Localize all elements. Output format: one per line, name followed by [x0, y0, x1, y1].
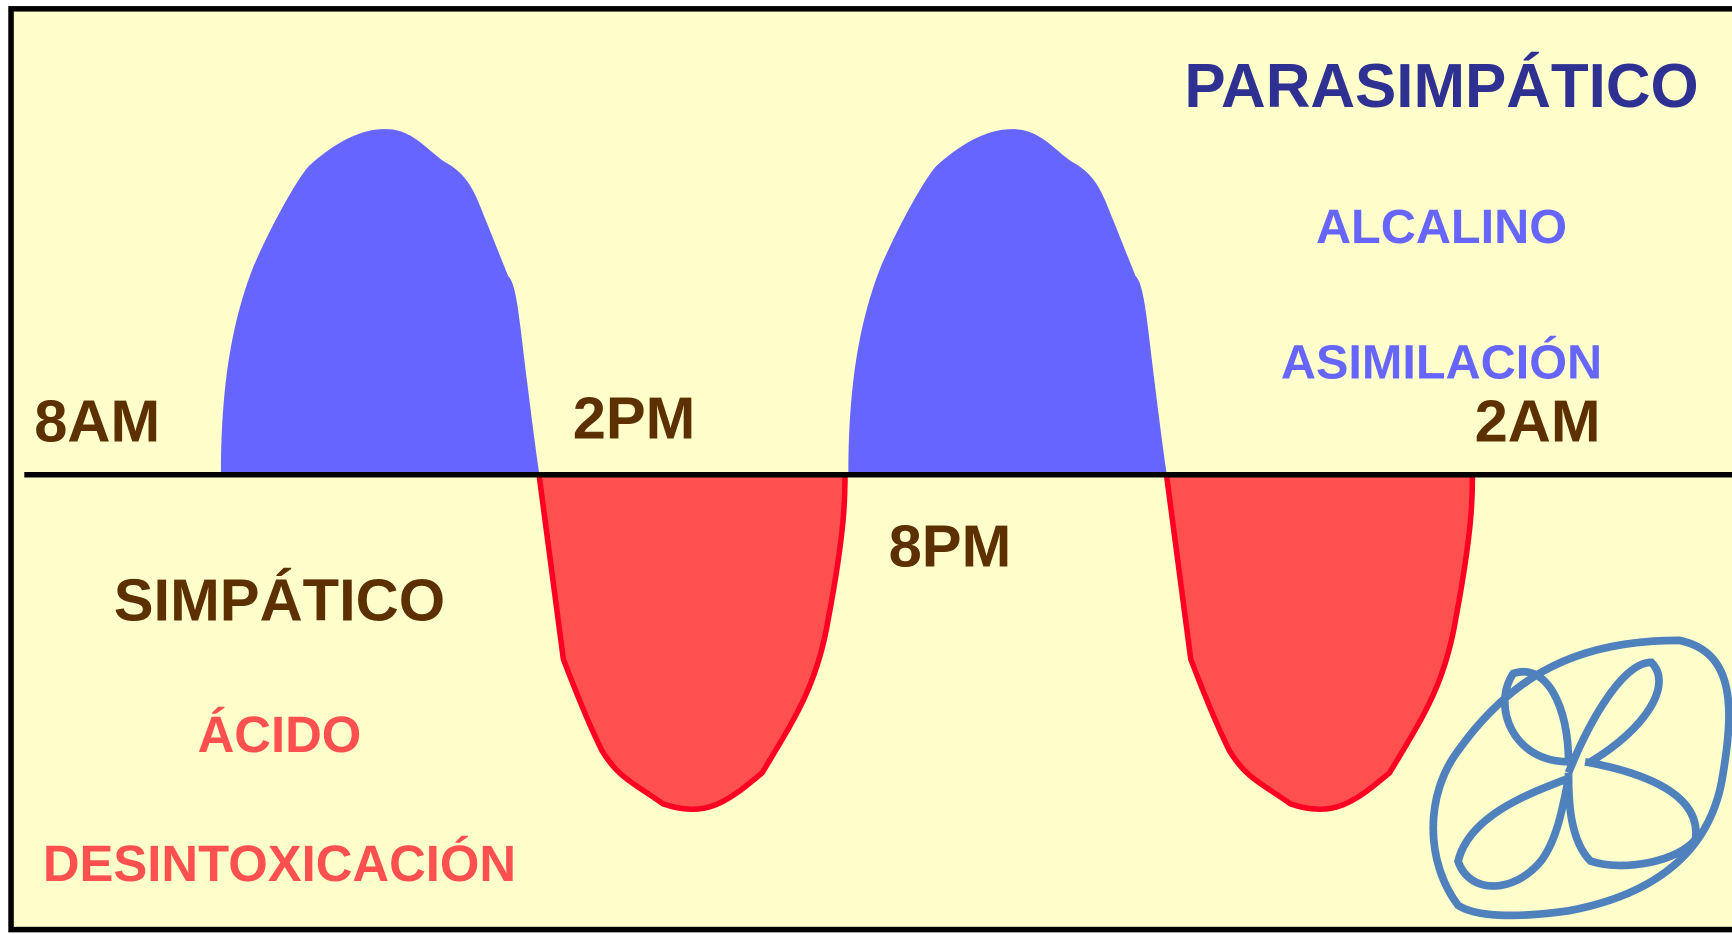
parasympathetic-state: ALCALINO [1316, 200, 1567, 254]
time-label: 8AM [34, 388, 160, 455]
parasympathetic-title: PARASIMPÁTICO [1184, 52, 1698, 121]
sympathetic-process: DESINTOXICACIÓN [43, 835, 516, 892]
parasympathetic-process: ASIMILACIÓN [1281, 335, 1602, 390]
time-label: 8PM [889, 512, 1012, 579]
diagram: PARASIMPÁTICO ALCALINO ASIMILACIÓN 8AM 2… [0, 0, 1732, 934]
time-label: 2AM [1475, 388, 1601, 455]
page: PARASIMPÁTICO ALCALINO ASIMILACIÓN 8AM 2… [0, 0, 1732, 934]
sympathetic-state: ÁCIDO [198, 706, 362, 763]
time-label: 2PM [573, 384, 696, 451]
sympathetic-title: SIMPÁTICO [114, 566, 445, 633]
